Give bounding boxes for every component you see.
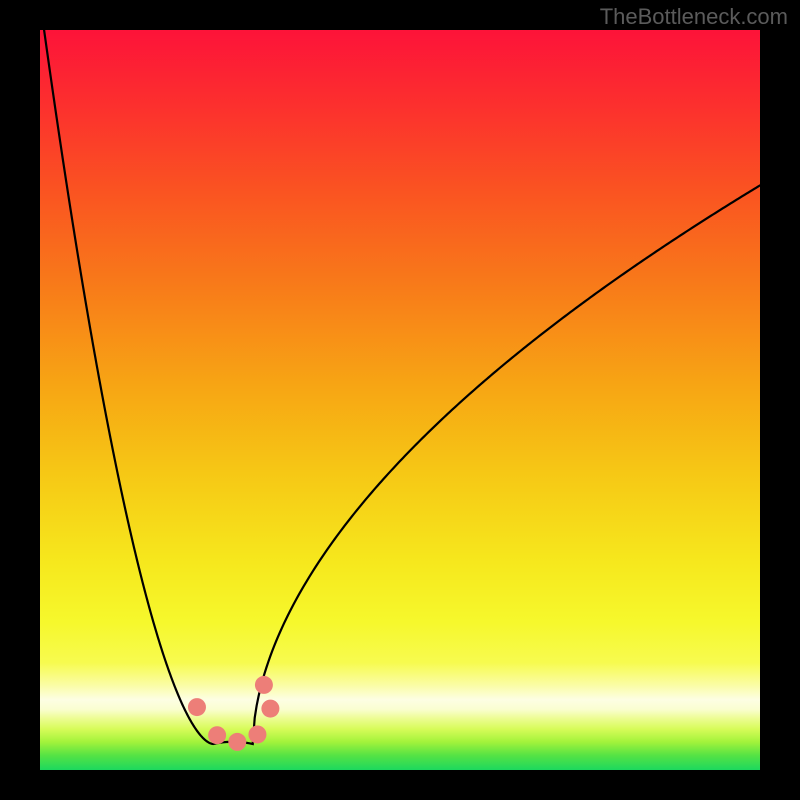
plot-area: [40, 30, 760, 770]
chart-svg: [0, 0, 800, 800]
watermark: TheBottleneck.com: [600, 4, 788, 30]
marker-3: [248, 725, 266, 743]
marker-0: [188, 698, 206, 716]
chart-container: TheBottleneck.com: [0, 0, 800, 800]
marker-5: [255, 676, 273, 694]
marker-4: [261, 700, 279, 718]
watermark-text: TheBottleneck.com: [600, 4, 788, 29]
marker-2: [228, 733, 246, 751]
marker-1: [208, 726, 226, 744]
